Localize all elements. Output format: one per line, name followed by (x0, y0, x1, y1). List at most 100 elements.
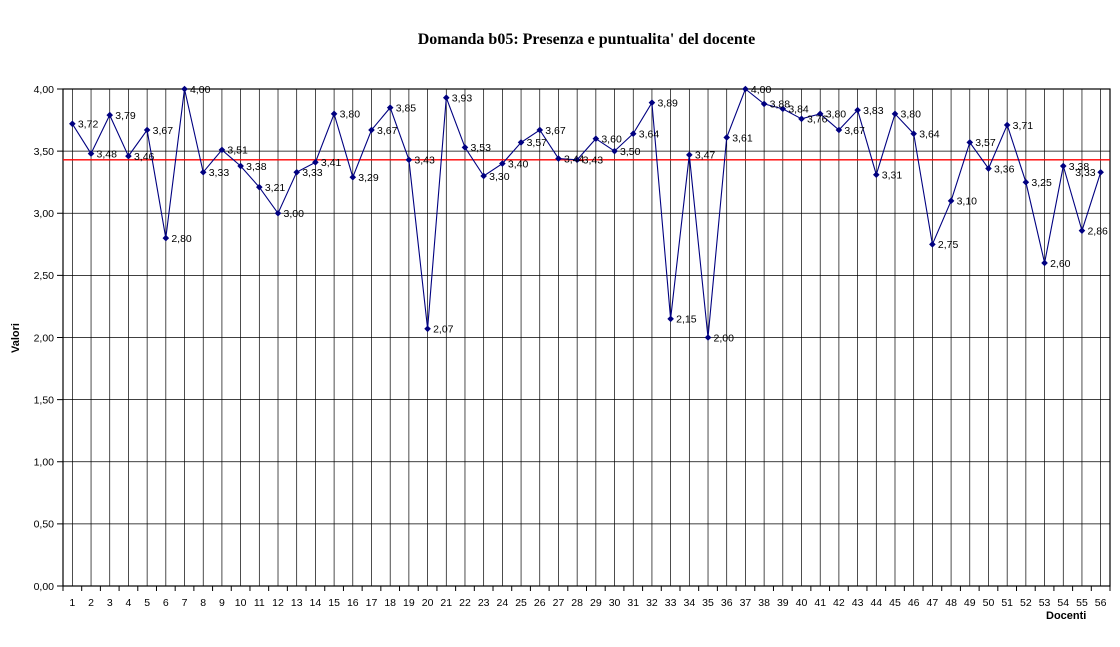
data-point-label: 3,89 (657, 97, 678, 109)
data-point-label: 3,10 (957, 196, 978, 208)
x-tick-label: 14 (310, 597, 322, 609)
data-point-label: 3,83 (863, 105, 884, 117)
x-tick-label: 31 (627, 597, 639, 609)
data-point-label: 3,38 (246, 161, 267, 173)
data-point-label: 3,67 (844, 125, 865, 137)
x-tick-label: 29 (590, 597, 602, 609)
x-tick-label: 8 (200, 597, 206, 609)
data-point-label: 3,60 (601, 134, 622, 146)
tick-labels: 0,000,501,001,502,002,503,003,504,001 2 3 4… (34, 84, 1107, 609)
data-point-label: 3,80 (826, 109, 847, 121)
data-point-label: 3,38 (1069, 161, 1090, 173)
data-point-marker (611, 147, 618, 155)
data-point-label: 3,33 (1075, 167, 1096, 179)
data-point-marker (69, 120, 76, 128)
data-point-marker (499, 160, 506, 167)
plot-border (62, 88, 1111, 587)
x-tick-label: 16 (347, 597, 359, 609)
data-point-marker (629, 130, 637, 138)
data-point-labels: 3,72 3,48 3,79 3,46 3,67 2,80 4,00 3,33 3,51 3,38… (78, 84, 1108, 344)
x-tick-label: 20 (422, 597, 434, 609)
data-point-label: 3,79 (115, 110, 136, 122)
data-point-label: 3,46 (134, 151, 155, 163)
x-tick-label: 46 (908, 597, 920, 609)
data-point-label: 4,00 (751, 84, 772, 96)
data-point-label: 3,67 (377, 125, 398, 137)
data-point-marker (667, 315, 674, 323)
data-point-label: 3,84 (788, 104, 809, 116)
data-point-marker (386, 104, 394, 111)
data-point-label: 2,60 (1050, 258, 1071, 270)
data-point-marker (237, 162, 244, 170)
data-point-marker (872, 171, 880, 179)
data-point-marker (312, 159, 319, 166)
data-point-label: 3,40 (508, 158, 529, 170)
x-tick-label: 18 (384, 597, 396, 609)
data-point-marker (143, 126, 151, 134)
data-point-label: 3,30 (489, 171, 510, 183)
x-axis-title: Docenti (1046, 610, 1087, 622)
data-point-marker (405, 156, 413, 164)
data-point-marker (760, 100, 768, 108)
data-point-label: 3,50 (620, 146, 641, 158)
data-point-label: 3,33 (302, 167, 323, 179)
x-tick-label: 33 (665, 597, 677, 609)
data-point-label: 3,80 (900, 109, 921, 121)
data-point-marker (87, 150, 95, 157)
data-point-label: 3,80 (340, 109, 361, 121)
data-point-label: 3,85 (396, 102, 417, 114)
data-point-label: 3,29 (358, 172, 379, 184)
x-tick-label: 39 (777, 597, 789, 609)
y-tick-label: 2,00 (34, 332, 55, 344)
x-tick-label: 35 (702, 597, 714, 609)
data-point-label: 3,44 (564, 153, 585, 165)
x-tick-label: 38 (758, 597, 770, 609)
x-tick-label: 13 (291, 597, 303, 609)
data-point-label: 3,67 (545, 125, 566, 137)
data-point-marker (779, 105, 787, 113)
y-tick-label: 0,50 (34, 519, 55, 531)
x-tick-label: 19 (403, 597, 415, 609)
x-tick-label: 15 (328, 597, 340, 609)
data-point-label: 3,36 (994, 163, 1015, 175)
data-point-marker (199, 168, 207, 176)
x-tick-label: 30 (609, 597, 621, 609)
data-point-label: 2,07 (433, 324, 454, 336)
data-point-marker (835, 126, 843, 134)
data-point-marker (1097, 168, 1104, 176)
data-point-marker (517, 139, 525, 146)
data-point-marker (1022, 178, 1030, 186)
data-point-marker (293, 168, 301, 176)
data-point-marker (461, 144, 469, 151)
x-tick-label: 45 (889, 597, 901, 609)
data-point-label: 3,57 (975, 137, 996, 149)
x-tick-label: 9 (219, 597, 225, 609)
x-tick-label: 2 (88, 597, 94, 609)
data-point-marker (125, 152, 132, 160)
x-tick-label: 6 (163, 597, 169, 609)
data-point-marker (330, 110, 338, 118)
y-tick-label: 1,00 (34, 457, 55, 469)
x-tick-label: 34 (683, 597, 695, 609)
data-point-marker (742, 85, 749, 93)
y-tick-label: 4,00 (34, 84, 55, 96)
x-tick-label: 1 (69, 597, 75, 609)
y-tick-label: 3,50 (34, 146, 55, 158)
data-point-marker (181, 85, 188, 93)
data-point-label: 3,25 (1031, 177, 1052, 189)
data-point-marker (256, 183, 263, 191)
x-tick-label: 21 (440, 597, 452, 609)
y-tick-label: 2,50 (34, 270, 55, 282)
x-tick-label: 37 (740, 597, 752, 609)
data-point-label: 3,48 (97, 148, 118, 160)
data-point-marker (854, 106, 861, 114)
data-point-label: 3,93 (452, 92, 473, 104)
data-point-label: 2,80 (171, 233, 192, 245)
data-point-label: 3,33 (209, 167, 230, 179)
data-point-label: 3,43 (414, 155, 435, 167)
data-point-marker (816, 110, 824, 118)
data-point-marker (704, 334, 712, 341)
x-tick-label: 56 (1095, 597, 1107, 609)
data-point-marker (1003, 121, 1011, 129)
x-tick-label: 7 (182, 597, 188, 609)
